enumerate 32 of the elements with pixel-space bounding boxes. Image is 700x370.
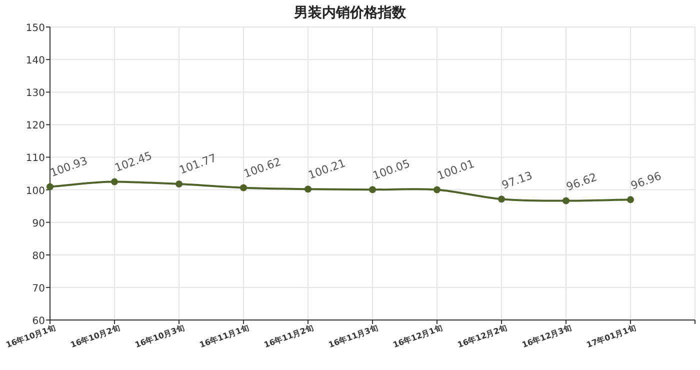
x-tick-label: 16年10月3旬 bbox=[134, 323, 186, 350]
x-tick-label: 16年12月3旬 bbox=[520, 323, 573, 350]
point bbox=[304, 186, 312, 193]
y-tick-label: 120 bbox=[26, 120, 45, 132]
data-label: 97.13 bbox=[500, 168, 534, 192]
chart-title: 男装内销价格指数 bbox=[293, 5, 407, 21]
point bbox=[240, 184, 247, 192]
point bbox=[369, 186, 376, 194]
y-tick-label: 90 bbox=[32, 218, 45, 230]
y-tick-label: 130 bbox=[26, 88, 45, 100]
point bbox=[46, 183, 54, 190]
y-tick-label: 70 bbox=[32, 283, 45, 294]
x-tick-label: 16年11月1旬 bbox=[198, 323, 250, 350]
point bbox=[627, 196, 634, 204]
y-tick-label: 80 bbox=[32, 250, 45, 262]
y-tick-label: 150 bbox=[26, 23, 45, 34]
x-tick-label: 17年01月1旬 bbox=[585, 323, 638, 350]
point bbox=[111, 178, 118, 186]
data-label: 96.96 bbox=[629, 170, 664, 192]
point bbox=[498, 196, 505, 203]
y-tick-label: 100 bbox=[26, 186, 45, 197]
x-tick-label: 16年11月2旬 bbox=[262, 323, 315, 350]
point bbox=[176, 180, 182, 188]
y-tick-label: 110 bbox=[26, 153, 45, 164]
x-tick-label: 16年10月2旬 bbox=[69, 323, 122, 350]
data-label: 96.62 bbox=[564, 170, 599, 194]
point bbox=[562, 197, 570, 204]
x-tick-label: 16年12月1旬 bbox=[392, 323, 444, 350]
x-tick-label: 16年11月3旬 bbox=[327, 323, 380, 350]
y-tick-label: 140 bbox=[26, 56, 45, 67]
point bbox=[434, 186, 440, 194]
x-tick-label: 16年12月2旬 bbox=[456, 323, 508, 350]
